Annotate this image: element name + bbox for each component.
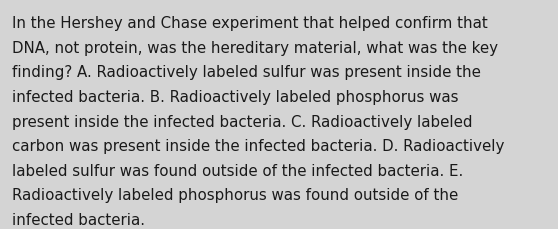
- Text: labeled sulfur was found outside of the infected bacteria. E.: labeled sulfur was found outside of the …: [12, 163, 464, 178]
- Text: carbon was present inside the infected bacteria. D. Radioactively: carbon was present inside the infected b…: [12, 139, 504, 153]
- Text: infected bacteria.: infected bacteria.: [12, 212, 145, 227]
- Text: present inside the infected bacteria. C. Radioactively labeled: present inside the infected bacteria. C.…: [12, 114, 473, 129]
- Text: DNA, not protein, was the hereditary material, what was the key: DNA, not protein, was the hereditary mat…: [12, 41, 498, 55]
- Text: Radioactively labeled phosphorus was found outside of the: Radioactively labeled phosphorus was fou…: [12, 188, 459, 202]
- Text: infected bacteria. B. Radioactively labeled phosphorus was: infected bacteria. B. Radioactively labe…: [12, 90, 459, 104]
- Text: In the Hershey and Chase experiment that helped confirm that: In the Hershey and Chase experiment that…: [12, 16, 488, 31]
- Text: finding? A. Radioactively labeled sulfur was present inside the: finding? A. Radioactively labeled sulfur…: [12, 65, 481, 80]
